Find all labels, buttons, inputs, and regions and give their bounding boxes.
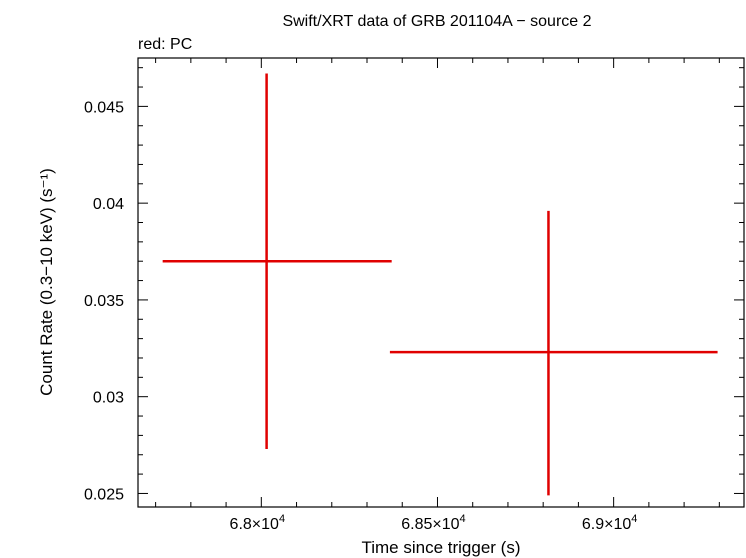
data-point	[162, 73, 392, 449]
axis-tick-labels: 0.025 0.03 0.035 0.04 0.045 6.8×104 6.85×104 6.…	[84, 99, 637, 533]
y-axis-label: Count Rate (0.3−10 keV) (s⁻¹)	[37, 168, 56, 396]
data-point	[389, 210, 718, 496]
y-tick-label: 0.045	[84, 99, 124, 116]
x-tick-label: 6.8×104	[230, 513, 286, 533]
data-marks	[162, 73, 718, 496]
chart-title: Swift/XRT data of GRB 201104A − source 2	[282, 13, 591, 30]
y-tick-label: 0.03	[93, 390, 124, 407]
plot-frame	[137, 57, 745, 508]
chart-subtitle: red: PC	[138, 36, 192, 53]
x-tick-label: 6.85×104	[401, 513, 465, 533]
y-tick-label: 0.025	[84, 486, 124, 503]
x-axis-label: Time since trigger (s)	[361, 538, 520, 557]
y-tick-label: 0.035	[84, 293, 124, 310]
axis-ticks	[138, 58, 744, 507]
y-tick-label: 0.04	[93, 196, 124, 213]
x-tick-label: 6.9×104	[582, 513, 638, 533]
